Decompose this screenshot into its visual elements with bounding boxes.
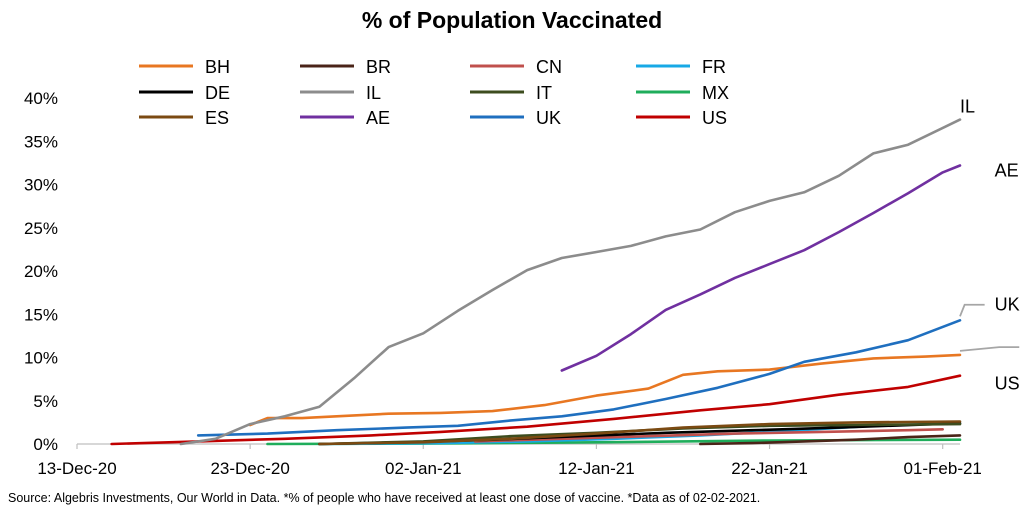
legend-label: IL	[366, 83, 381, 103]
y-tick-label: 0%	[33, 435, 58, 454]
legend-item-ae: AE	[300, 108, 390, 128]
end-label-il: IL	[960, 97, 975, 117]
end-labels: IL AE UK BH US	[959, 97, 1020, 393]
x-tick-label: 02-Jan-21	[385, 459, 462, 478]
series-line-uk	[196, 318, 962, 437]
legend-label: MX	[702, 83, 729, 103]
legend-label: DE	[205, 83, 230, 103]
legend-label: UK	[536, 108, 561, 128]
end-label-text: UK	[995, 295, 1020, 315]
y-tick-label: 30%	[24, 176, 58, 195]
legend-label: ES	[205, 108, 229, 128]
legend-item-de: DE	[139, 83, 230, 103]
series-line-ae	[560, 164, 962, 372]
x-tick-label: 12-Jan-21	[558, 459, 635, 478]
x-tick-label: 13-Dec-20	[37, 459, 116, 478]
series-lines	[110, 118, 962, 446]
legend-label: FR	[702, 57, 726, 77]
series-line-il	[179, 118, 962, 446]
legend: BH BR CN FR DE IL IT MX ES AE UK US	[139, 57, 729, 128]
legend-item-fr: FR	[636, 57, 726, 77]
legend-item-cn: CN	[470, 57, 562, 77]
legend-item-us: US	[636, 108, 727, 128]
legend-item-es: ES	[139, 108, 229, 128]
end-label-us: US	[995, 373, 1020, 393]
end-label-uk: UK	[959, 295, 1020, 317]
legend-item-it: IT	[470, 83, 552, 103]
legend-label: IT	[536, 83, 552, 103]
leader-line	[959, 346, 1020, 352]
y-tick-label: 25%	[24, 219, 58, 238]
x-tick-label: 23-Dec-20	[210, 459, 289, 478]
series-line-bh	[248, 353, 962, 427]
legend-item-br: BR	[300, 57, 391, 77]
y-tick-label: 35%	[24, 132, 58, 151]
end-label-text: US	[995, 373, 1020, 393]
series-line-es	[318, 420, 962, 446]
series-line-us	[110, 374, 962, 446]
legend-label: AE	[366, 108, 390, 128]
y-tick-label: 40%	[24, 89, 58, 108]
legend-label: US	[702, 108, 727, 128]
leader-line	[959, 303, 985, 317]
y-tick-label: 10%	[24, 349, 58, 368]
end-label-text: IL	[960, 97, 975, 117]
legend-item-mx: MX	[636, 83, 729, 103]
x-tick-label: 22-Jan-21	[731, 459, 808, 478]
end-label-ae: AE	[995, 161, 1019, 181]
end-label-bh: BH	[959, 346, 1020, 352]
x-axis: 13-Dec-20 23-Dec-20 02-Jan-21 12-Jan-21 22-J…	[37, 443, 982, 478]
chart-title: % of Population Vaccinated	[362, 7, 662, 33]
y-axis: 0% 5% 10% 15% 20% 25% 30% 35% 40%	[24, 89, 58, 454]
series-line-cn	[473, 427, 945, 443]
legend-item-bh: BH	[139, 57, 230, 77]
legend-item-il: IL	[300, 83, 381, 103]
y-tick-label: 15%	[24, 305, 58, 324]
legend-label: BH	[205, 57, 230, 77]
y-tick-label: 20%	[24, 262, 58, 281]
end-label-text: AE	[995, 161, 1019, 181]
legend-label: CN	[536, 57, 562, 77]
legend-label: BR	[366, 57, 391, 77]
legend-item-uk: UK	[470, 108, 561, 128]
x-tick-label: 01-Feb-21	[903, 459, 981, 478]
y-tick-label: 5%	[33, 392, 58, 411]
series-line-br	[698, 434, 962, 446]
source-note: Source: Algebris Investments, Our World …	[8, 491, 760, 505]
